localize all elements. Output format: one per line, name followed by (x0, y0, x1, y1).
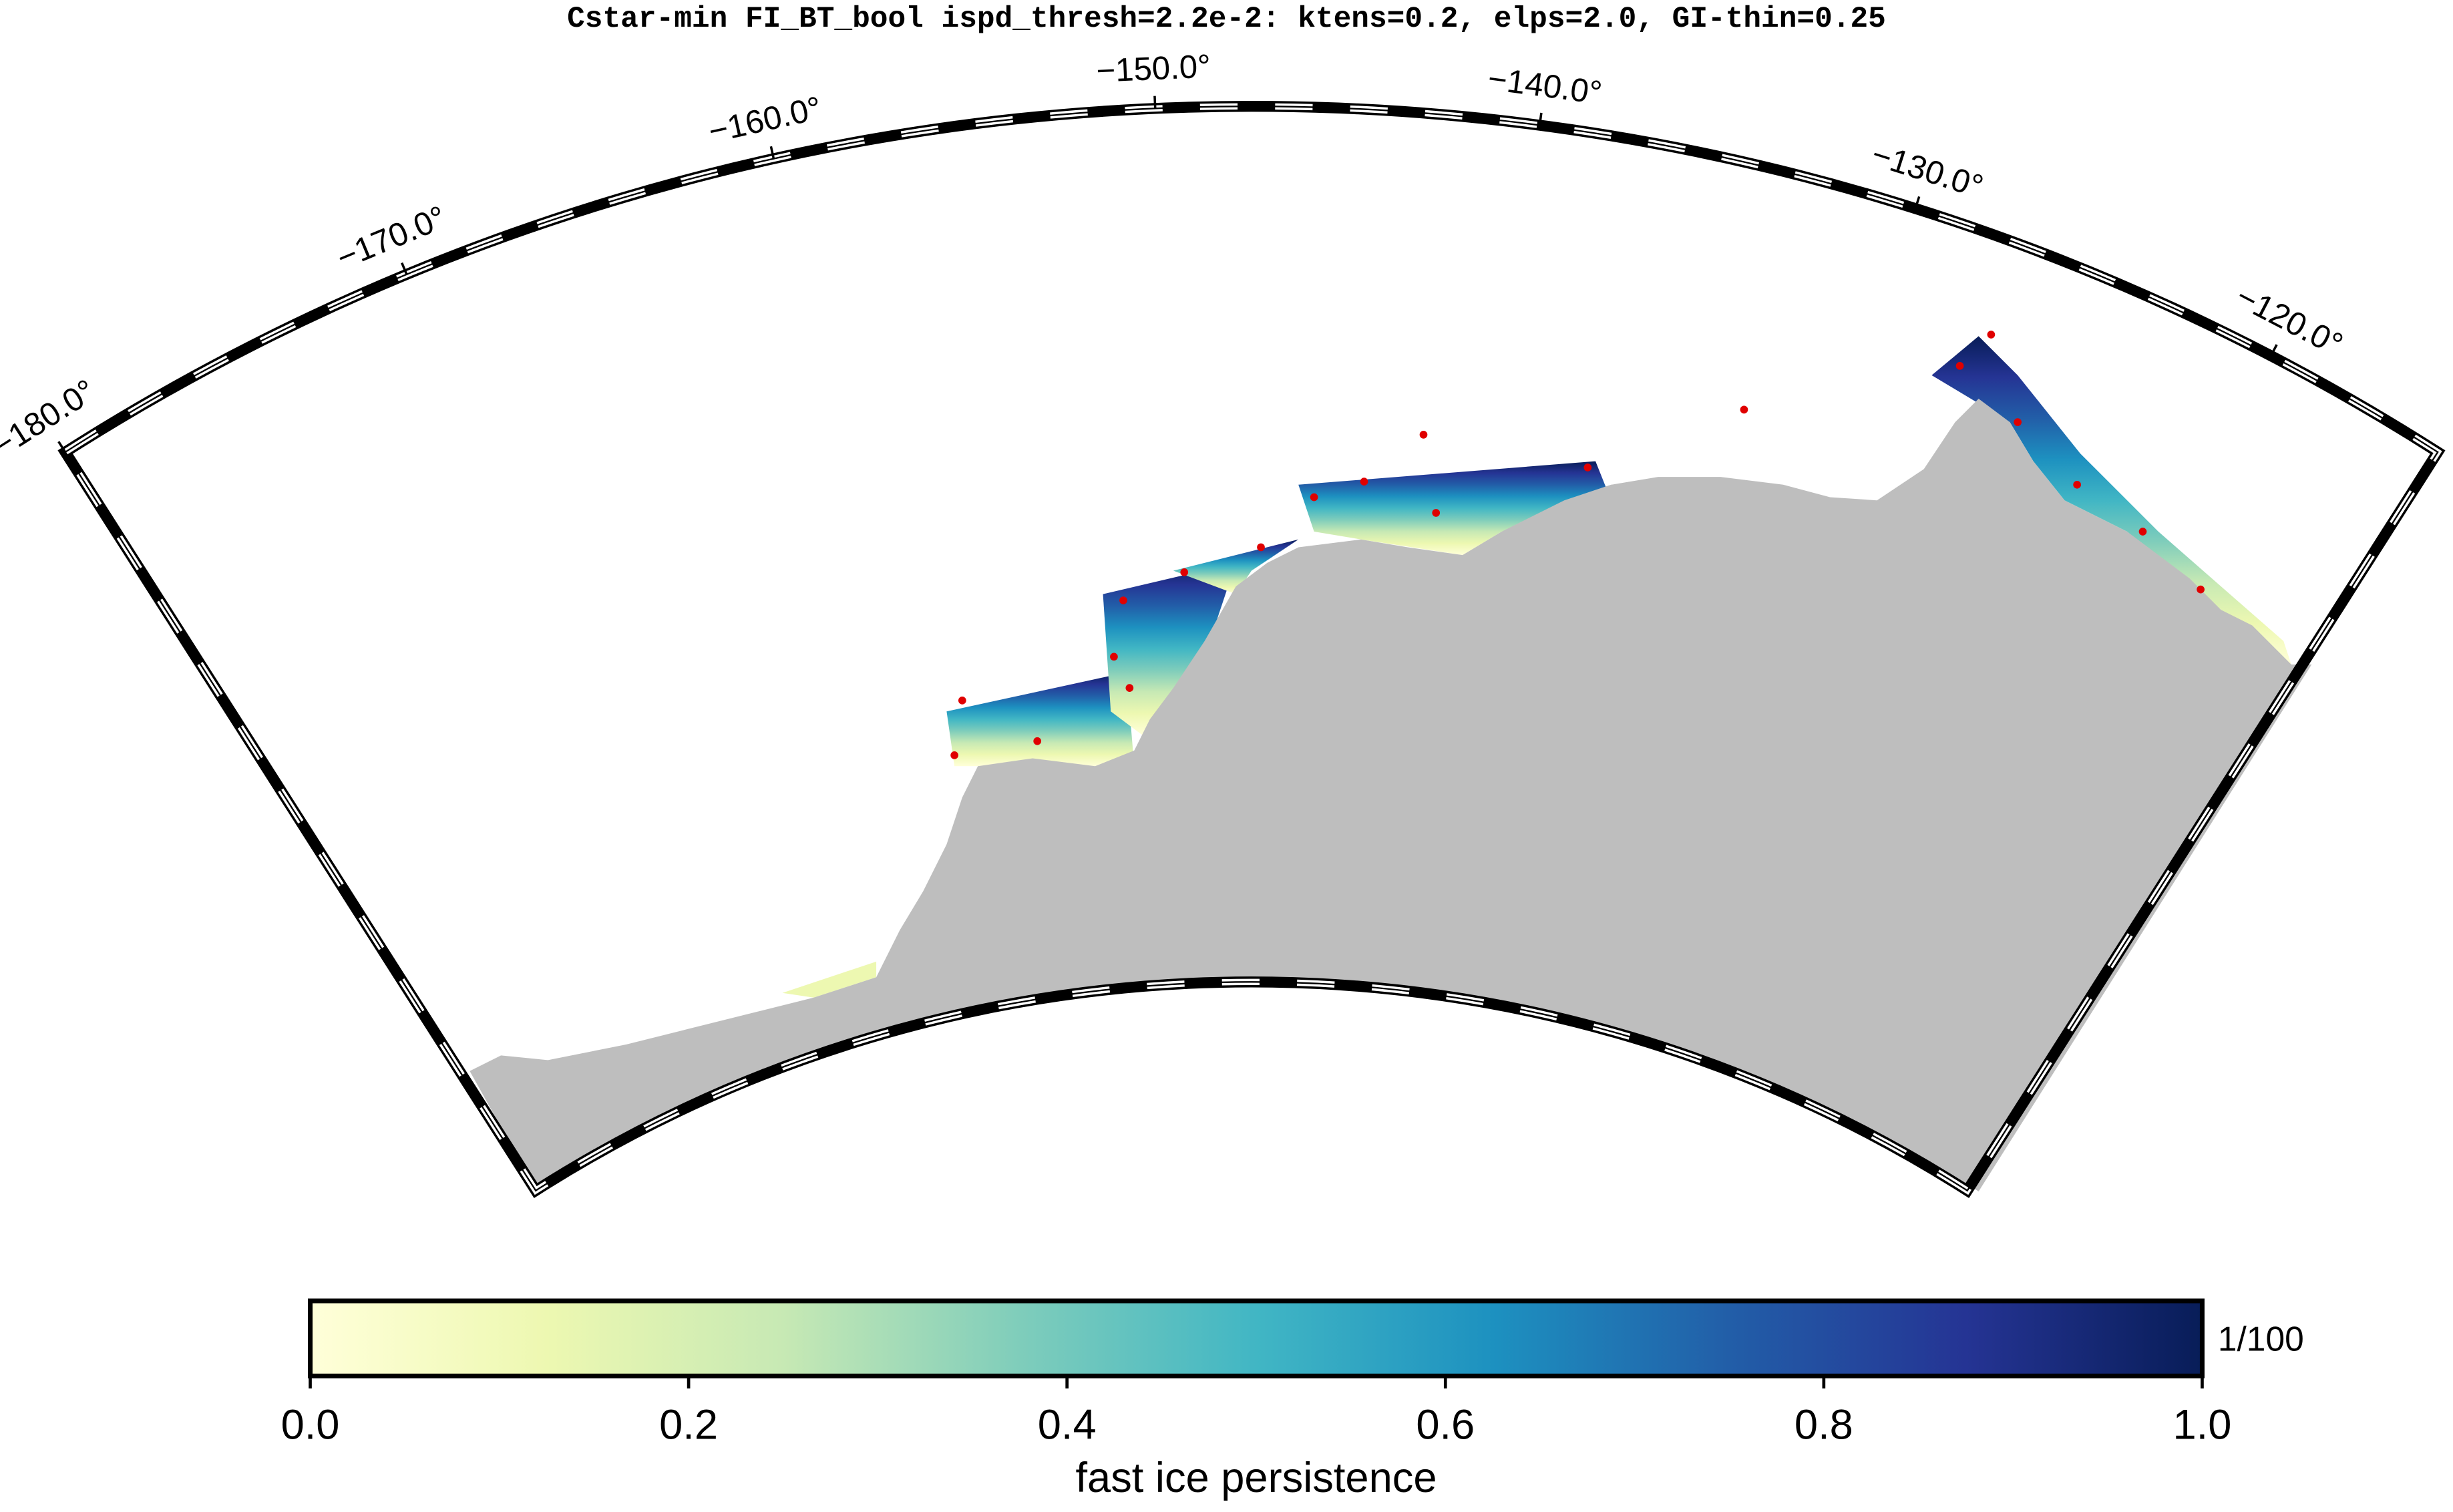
colorbar: 1/100 fast ice persistence 0.0 0.2 0.4 0.6 0… (281, 1298, 2304, 1501)
ice-patch (1173, 539, 1299, 594)
map-title: Cstar-min FI_BT_bool ispd_thresh=2.2e-2:… (567, 3, 1886, 36)
land (469, 399, 2312, 1192)
lon-tick (769, 146, 775, 159)
colorbar-tick-label: 0.0 (281, 1401, 340, 1448)
iceberg-dot (2014, 418, 2022, 426)
ice-patch (946, 672, 1135, 767)
ice-patch (1103, 562, 1236, 735)
colorbar-tick-label: 0.6 (1416, 1401, 1475, 1448)
lon-tick (1538, 112, 1543, 126)
iceberg-dot (1110, 652, 1118, 661)
iceberg-dot (1180, 568, 1189, 576)
iceberg-dot (1432, 509, 1441, 517)
colorbar-tick-label: 0.4 (1038, 1401, 1097, 1448)
colorbar-tick-label: 0.2 (659, 1401, 718, 1448)
iceberg-dot (2138, 528, 2147, 536)
lon-tick (2269, 344, 2278, 357)
lon-tick-label: −120.0° (2230, 278, 2348, 363)
lon-tick (401, 262, 408, 275)
colorbar-unit: 1/100 (2218, 1319, 2304, 1358)
colorbar-gradient (308, 1298, 2205, 1378)
iceberg-dot (1419, 431, 1428, 439)
iceberg-dot (1740, 405, 1748, 414)
colorbar-tick-label: 0.8 (1795, 1401, 1853, 1448)
frame-outline (64, 106, 2439, 1192)
colorbar-tick-label: 1.0 (2173, 1401, 2232, 1448)
ice-patch (1931, 336, 2291, 665)
iceberg-dot (1125, 684, 1134, 693)
iceberg-dot (1119, 596, 1127, 604)
grounded-icebergs (950, 331, 2205, 759)
iceberg-dot (1583, 463, 1592, 471)
fast-ice (782, 336, 2291, 998)
iceberg-dot (1955, 362, 1964, 370)
colorbar-label: fast ice persistence (1075, 1455, 1437, 1501)
lon-tick (1914, 196, 1921, 209)
lon-tick-label: −160.0° (705, 89, 825, 150)
lon-tick-label: −140.0° (1486, 60, 1604, 112)
lon-tick-label: −180.0° (0, 372, 102, 464)
lon-tick (57, 441, 67, 453)
iceberg-dot (1257, 543, 1265, 552)
iceberg-dot (1987, 331, 1996, 339)
iceberg-dot (958, 697, 966, 705)
ice-patch (1298, 461, 1612, 556)
iceberg-dot (2197, 585, 2205, 594)
iceberg-dot (1360, 478, 1368, 486)
iceberg-dot (1033, 737, 1042, 745)
lon-tick-label: −150.0° (1095, 47, 1211, 89)
iceberg-dot (950, 751, 958, 759)
iceberg-dot (2073, 480, 2081, 489)
ice-patch (782, 961, 877, 998)
iceberg-dot (1310, 493, 1318, 502)
